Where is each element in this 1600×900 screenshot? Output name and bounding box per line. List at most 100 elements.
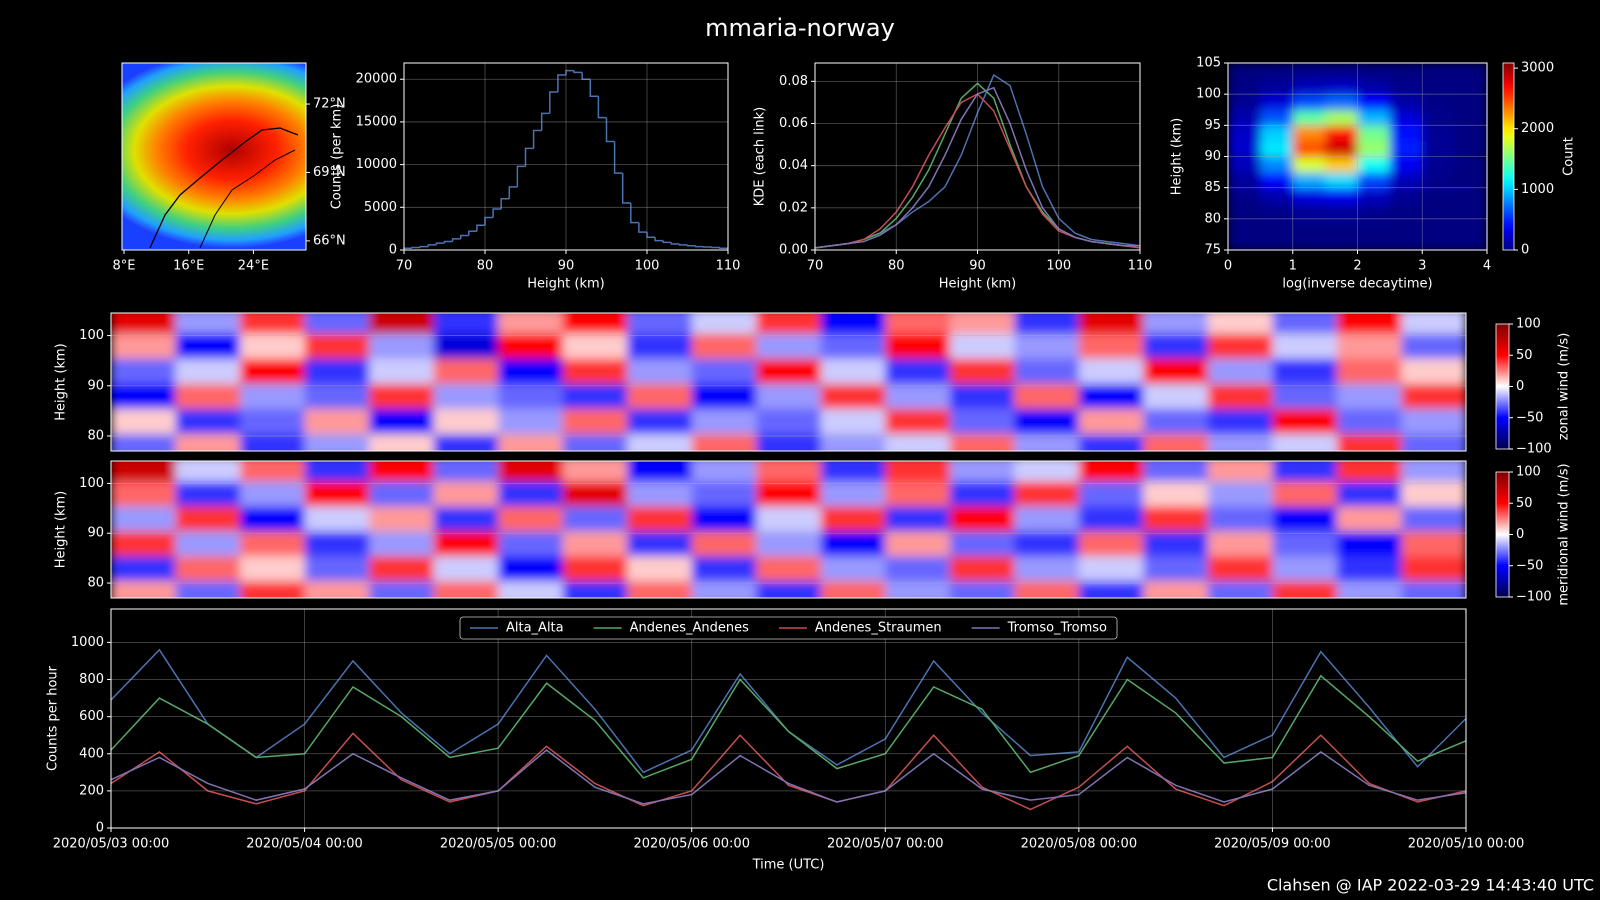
heatmap-cell (1078, 408, 1144, 434)
heatmap-cell (820, 433, 886, 451)
heatmap-cell (756, 433, 822, 451)
heatmap-cell (1389, 94, 1423, 111)
heatmap-cell (627, 480, 693, 507)
histogram-step (597, 96, 607, 119)
heatmap-cell (175, 408, 241, 434)
heatmap-cell (627, 333, 693, 359)
heatmap-cell (1272, 530, 1338, 557)
heatmap-cell (1207, 480, 1273, 507)
heatmap-cell (1078, 480, 1144, 507)
heatmap-cell (1207, 555, 1273, 582)
histogram-step (719, 247, 728, 250)
heatmap-cell (498, 555, 564, 582)
heatmap-cell (1143, 313, 1209, 334)
y-tick-label: 100 (79, 328, 104, 343)
heatmap-cell (498, 313, 564, 334)
heatmap-cell (1272, 383, 1338, 409)
heatmap-cell (304, 580, 370, 598)
heatmap-cell (1357, 125, 1391, 142)
heatmap-cell (111, 358, 177, 384)
heatmap-cell (433, 383, 499, 409)
heatmap-cell (240, 505, 306, 532)
histogram-step (419, 245, 429, 248)
heatmap-cell (756, 530, 822, 557)
map-panel: 8°E 16°E 24°E 66°N 69°N 72°N (113, 62, 346, 274)
heatmap-cell (1401, 480, 1466, 507)
histogram-step (540, 112, 550, 131)
heatmap-cell (1292, 78, 1326, 95)
heatmap-cell (1260, 109, 1294, 126)
series-line (111, 732, 1466, 811)
x-axis-label: Time (UTC) (752, 858, 825, 873)
heatmap-cell (1336, 333, 1402, 359)
heatmap-cell (1014, 530, 1080, 557)
colorbar-label: Count (1562, 137, 1577, 176)
heatmap-cell (1422, 63, 1456, 80)
heatmap-cell (1325, 94, 1358, 111)
heatmap-cell (304, 461, 370, 482)
heatmap-cell (1357, 94, 1391, 111)
heatmap-cell (756, 555, 822, 582)
histogram-step (621, 173, 631, 204)
heatmap-cell (1454, 125, 1487, 142)
heatmap-cell (498, 580, 564, 598)
heatmap-cell (1389, 203, 1423, 220)
heatmap-cell (369, 358, 435, 384)
colorbar-label: meridional wind (m/s) (1557, 463, 1572, 605)
heatmap-cell (1272, 358, 1338, 384)
heatmap-cell (1292, 203, 1326, 220)
heatmap-cell (885, 480, 951, 507)
heatmap-cell (1260, 63, 1294, 80)
histogram-step (411, 246, 421, 249)
heatmap-cell (1078, 433, 1144, 451)
histogram-step (427, 244, 437, 247)
plot-area (404, 69, 728, 250)
heatmap-cell (691, 505, 757, 532)
heatmap-cell (1325, 63, 1358, 80)
x-tick-label: 100 (635, 259, 660, 274)
heatmap-cell (691, 433, 757, 451)
heatmap-cell (562, 383, 628, 409)
y-tick-label: 72°N (313, 97, 346, 112)
heatmap-cell (1422, 78, 1456, 95)
heatmap-cell (433, 505, 499, 532)
heatmap-cell (111, 480, 177, 507)
x-tick-label: 90 (558, 259, 575, 274)
heatmap-cell (949, 408, 1015, 434)
heatmap-cell (175, 433, 241, 451)
heatmap-cell (1014, 461, 1080, 482)
heatmap-cell (820, 580, 886, 598)
heatmap-cell (175, 530, 241, 557)
heatmap-cell (1389, 78, 1423, 95)
heatmap-cell (433, 358, 499, 384)
legend-label: Andenes_Straumen (815, 621, 942, 636)
heatmap-cell (1454, 172, 1487, 189)
heatmap-cell (562, 505, 628, 532)
heatmap-cell (369, 383, 435, 409)
line-panel: 70 80 90 100 110 0.00 0.02 0.04 0.06 0.08 Height (… (753, 62, 1152, 292)
heatmap-cell (756, 580, 822, 598)
heatmap-cell (1422, 156, 1456, 173)
heatmap-cell (111, 505, 177, 532)
heatmap-cell (1272, 580, 1338, 598)
heatmap-cell (949, 461, 1015, 482)
colorbar-tick-label: 0 (1516, 379, 1524, 394)
heatmap-cell (756, 333, 822, 359)
y-axis-label: KDE (each link) (753, 107, 768, 207)
heatmap-cell (369, 555, 435, 582)
colorbar-tick-label: 100 (1516, 465, 1541, 480)
x-tick-label: 2020/05/07 00:00 (827, 837, 944, 852)
colorbar (1502, 62, 1515, 251)
histogram-step (508, 186, 518, 199)
heatmap-cell (562, 555, 628, 582)
y-tick-label: 80 (87, 576, 104, 591)
heatmap-cell (498, 461, 564, 482)
y-axis-label: Height (km) (1170, 118, 1185, 195)
heatmap-cell (691, 530, 757, 557)
legend: Alta_Alta Andenes_Andenes Andenes_Straumen… (459, 616, 1118, 640)
x-tick-label: 100 (1046, 259, 1071, 274)
heatmap-cell (1014, 313, 1080, 334)
heatmap-cell (1272, 408, 1338, 434)
heatmap-cell (820, 461, 886, 482)
heatmap-cell (1336, 383, 1402, 409)
